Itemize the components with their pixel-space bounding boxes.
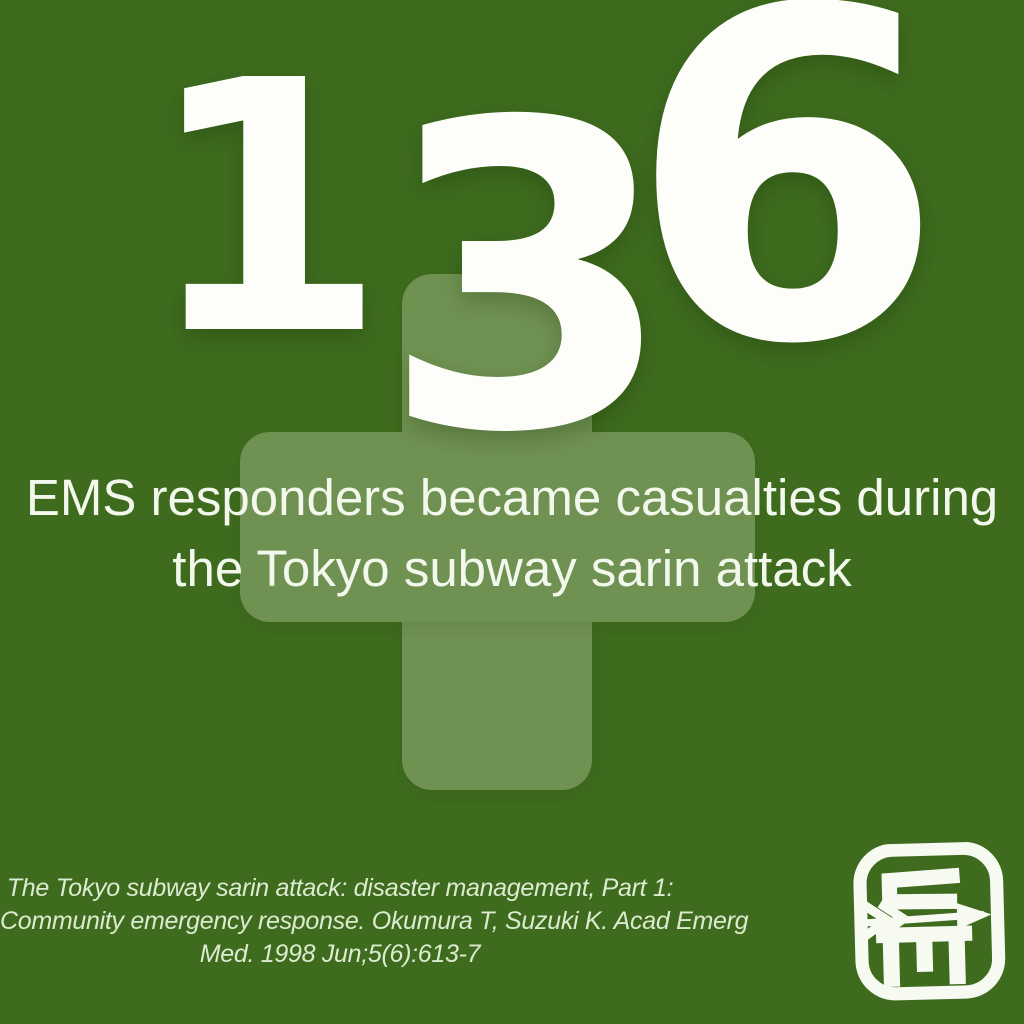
- statistic-digit-6: 6: [628, 0, 945, 444]
- headline: EMS responders became casualties during …: [0, 462, 1024, 604]
- headline-line-2: the Tokyo subway sarin attack: [172, 540, 852, 597]
- citation-line-2: Community emergency response. Okumura T,…: [0, 907, 749, 935]
- headline-line-1: EMS responders became casualties during: [25, 469, 999, 526]
- c-arrow-em-stamp-icon: [853, 841, 1006, 1001]
- statistic-digit-3: 3: [381, 33, 675, 525]
- canadiem-logo: [851, 841, 1017, 1011]
- statistic-digit-1: 1: [145, 7, 387, 411]
- citation: The Tokyo subway sarin attack: disaster …: [0, 872, 749, 971]
- citation-line-1: The Tokyo subway sarin attack: disaster …: [6, 874, 674, 902]
- cross-horizontal-bar: [240, 432, 755, 622]
- citation-line-3: Med. 1998 Jun;5(6):613-7: [199, 940, 481, 968]
